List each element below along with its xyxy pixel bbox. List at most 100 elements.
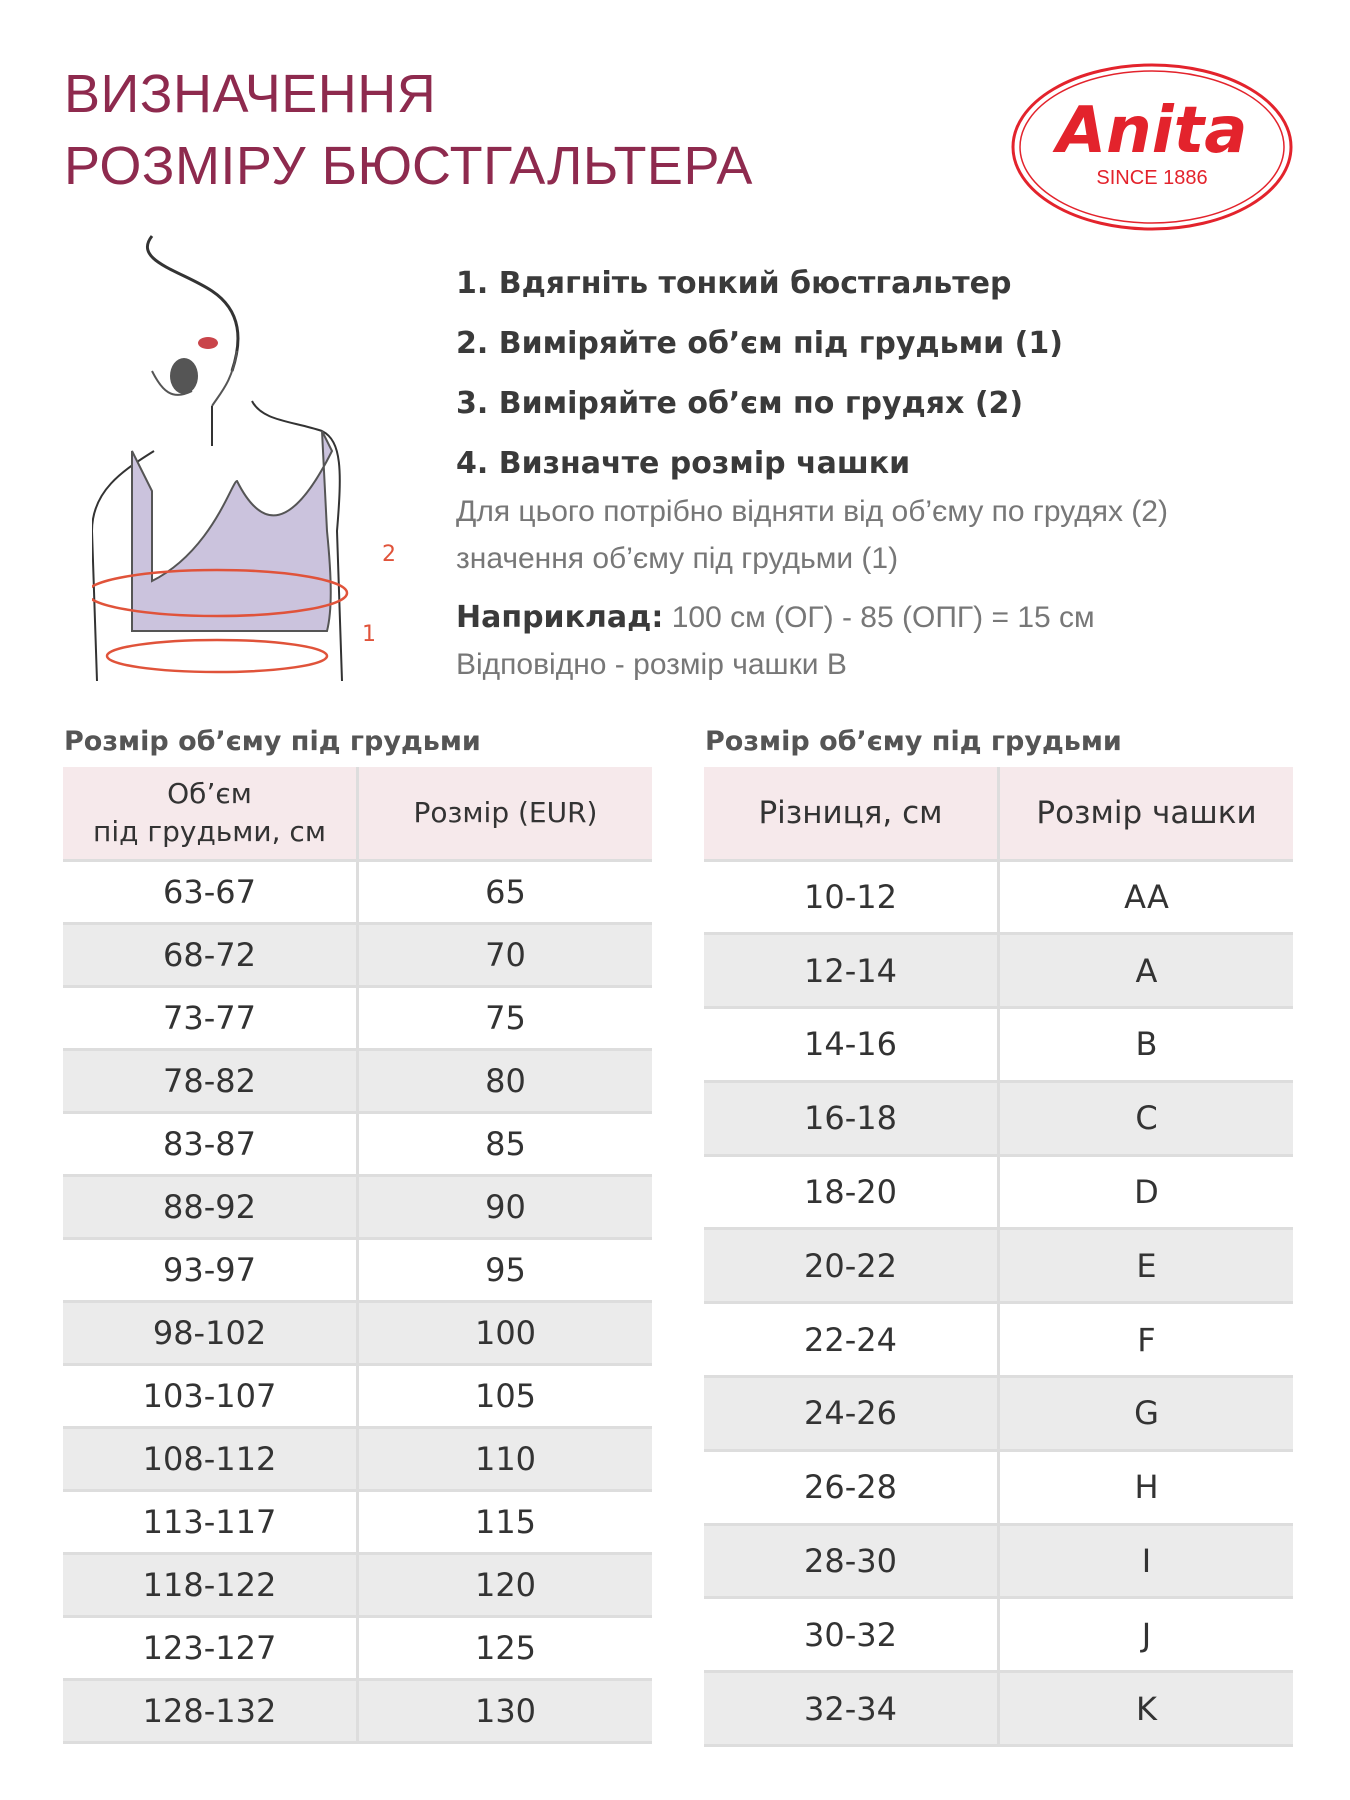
measuring-illustration: 2 1: [92, 235, 396, 682]
eur-size-cell: 115: [356, 1490, 652, 1555]
marker-2: 2: [382, 542, 396, 567]
eur-size-cell: 130: [356, 1679, 652, 1744]
step-2: 2. Виміряйте об’єм під грудьми (1): [456, 326, 1063, 361]
cup-size-cell: I: [997, 1524, 1293, 1600]
cup-size-cell: G: [997, 1376, 1293, 1452]
eur-size-cell: 125: [356, 1616, 652, 1681]
difference-cell: 10-12: [704, 860, 999, 936]
eur-size-cell: 75: [356, 986, 652, 1051]
band-size-table: Об’єм під грудьми, см Розмір (EUR) 63-67 6…: [63, 767, 652, 1744]
table-row: 88-92 90: [63, 1175, 652, 1240]
band-range-cell: 68-72: [63, 923, 358, 988]
band-table-title: Розмір об’єму під грудьми: [64, 726, 481, 757]
table-row: 113-117 115: [63, 1490, 652, 1555]
eur-size-cell: 90: [356, 1175, 652, 1240]
instructions: 1. Вдягніть тонкий бюстгальтер 2. Виміря…: [456, 262, 1316, 688]
difference-cell: 14-16: [704, 1007, 999, 1083]
cup-size-cell: D: [997, 1155, 1293, 1231]
description-line-2: значення об’єму під грудьми (1): [456, 542, 899, 575]
svg-text:SINCE 1886: SINCE 1886: [1096, 167, 1207, 189]
table-row: 18-20 D: [704, 1155, 1293, 1231]
cup-size-cell: AA: [997, 860, 1293, 936]
band-range-cell: 113-117: [63, 1490, 358, 1555]
table-row: 12-14 A: [704, 933, 1293, 1010]
band-range-cell: 98-102: [63, 1301, 358, 1366]
band-range-cell: 73-77: [63, 986, 358, 1051]
table-row: 32-34 K: [704, 1671, 1293, 1748]
table-row: 30-32 J: [704, 1597, 1293, 1674]
difference-cell: 16-18: [704, 1081, 999, 1157]
table-row: 108-112 110: [63, 1427, 652, 1492]
table-row: 26-28 H: [704, 1450, 1293, 1526]
eur-size-cell: 100: [356, 1301, 652, 1366]
difference-cell: 32-34: [704, 1671, 999, 1748]
difference-cell: 18-20: [704, 1155, 999, 1231]
table-row: 123-127 125: [63, 1616, 652, 1681]
cup-size-cell: J: [997, 1597, 1293, 1674]
difference-cell: 30-32: [704, 1597, 999, 1674]
band-range-cell: 83-87: [63, 1112, 358, 1177]
example-text: 100 см (ОГ) - 85 (ОПГ) = 15 см: [671, 601, 1095, 634]
page-title: ВИЗНАЧЕННЯ РОЗМІРУ БЮСТГАЛЬТЕРА: [64, 58, 753, 202]
eur-size-cell: 70: [356, 923, 652, 988]
cup-size-cell: B: [997, 1007, 1293, 1083]
cup-size-cell: H: [997, 1450, 1293, 1526]
table-row: 128-132 130: [63, 1679, 652, 1744]
difference-cell: 20-22: [704, 1228, 999, 1305]
table-row: 78-82 80: [63, 1049, 652, 1114]
table-row: 83-87 85: [63, 1112, 652, 1177]
band-col-header: Об’єм під грудьми, см: [63, 767, 358, 862]
example-label: Наприклад:: [456, 600, 664, 635]
band-range-cell: 118-122: [63, 1553, 358, 1618]
cup-col-header: Розмір чашки: [997, 767, 1293, 862]
difference-cell: 26-28: [704, 1450, 999, 1526]
table-row: 22-24 F: [704, 1302, 1293, 1379]
title-line-2: РОЗМІРУ БЮСТГАЛЬТЕРА: [64, 136, 753, 196]
cup-size-table: Різниця, см Розмір чашки 10-12 AA 12-14 A 14…: [704, 767, 1293, 1748]
table-row: 73-77 75: [63, 986, 652, 1051]
cup-size-cell: K: [997, 1671, 1293, 1748]
cup-table-title: Розмір об’єму під грудьми: [705, 726, 1122, 757]
band-col-header-line-2: під грудьми, см: [93, 814, 326, 848]
eur-size-cell: 95: [356, 1238, 652, 1303]
anita-logo: Anita SINCE 1886: [1011, 63, 1293, 231]
band-range-cell: 123-127: [63, 1616, 358, 1681]
table-row: 118-122 120: [63, 1553, 652, 1618]
table-row: 14-16 B: [704, 1007, 1293, 1083]
table-row: 93-97 95: [63, 1238, 652, 1303]
band-col-header-line-1: Об’єм: [167, 776, 252, 810]
step-4: 4. Визначте розмір чашки: [456, 446, 911, 481]
eur-size-cell: 85: [356, 1112, 652, 1177]
table-row: 98-102 100: [63, 1301, 652, 1366]
table-row: 20-22 E: [704, 1228, 1293, 1305]
cup-size-cell: E: [997, 1228, 1293, 1305]
difference-cell: 28-30: [704, 1524, 999, 1600]
band-range-cell: 128-132: [63, 1679, 358, 1744]
eur-size-cell: 80: [356, 1049, 652, 1114]
step-1: 1. Вдягніть тонкий бюстгальтер: [456, 266, 1012, 301]
eur-size-cell: 105: [356, 1364, 652, 1429]
table-row: 103-107 105: [63, 1364, 652, 1429]
band-range-cell: 103-107: [63, 1364, 358, 1429]
eur-col-header: Розмір (EUR): [356, 767, 652, 862]
difference-cell: 24-26: [704, 1376, 999, 1452]
band-range-cell: 88-92: [63, 1175, 358, 1240]
band-range-cell: 78-82: [63, 1049, 358, 1114]
band-range-cell: 108-112: [63, 1427, 358, 1492]
marker-1: 1: [362, 622, 376, 647]
title-line-1: ВИЗНАЧЕННЯ: [64, 64, 437, 124]
example-result: Відповідно - розмір чашки В: [456, 648, 847, 681]
description-line-1: Для цього потрібно відняти від об’єму по…: [456, 495, 1168, 528]
difference-col-header: Різниця, см: [704, 767, 999, 862]
table-row: 24-26 G: [704, 1376, 1293, 1452]
table-row: 28-30 I: [704, 1524, 1293, 1600]
difference-cell: 22-24: [704, 1302, 999, 1379]
eur-size-cell: 120: [356, 1553, 652, 1618]
eur-size-cell: 65: [356, 860, 652, 925]
step-3: 3. Виміряйте об’єм по грудях (2): [456, 386, 1024, 421]
cup-size-cell: F: [997, 1302, 1293, 1379]
table-row: 16-18 C: [704, 1081, 1293, 1157]
example: Наприклад: 100 см (ОГ) - 85 (ОПГ) = 15 с…: [456, 594, 1316, 641]
difference-cell: 12-14: [704, 933, 999, 1010]
svg-text:Anita: Anita: [1052, 94, 1248, 168]
